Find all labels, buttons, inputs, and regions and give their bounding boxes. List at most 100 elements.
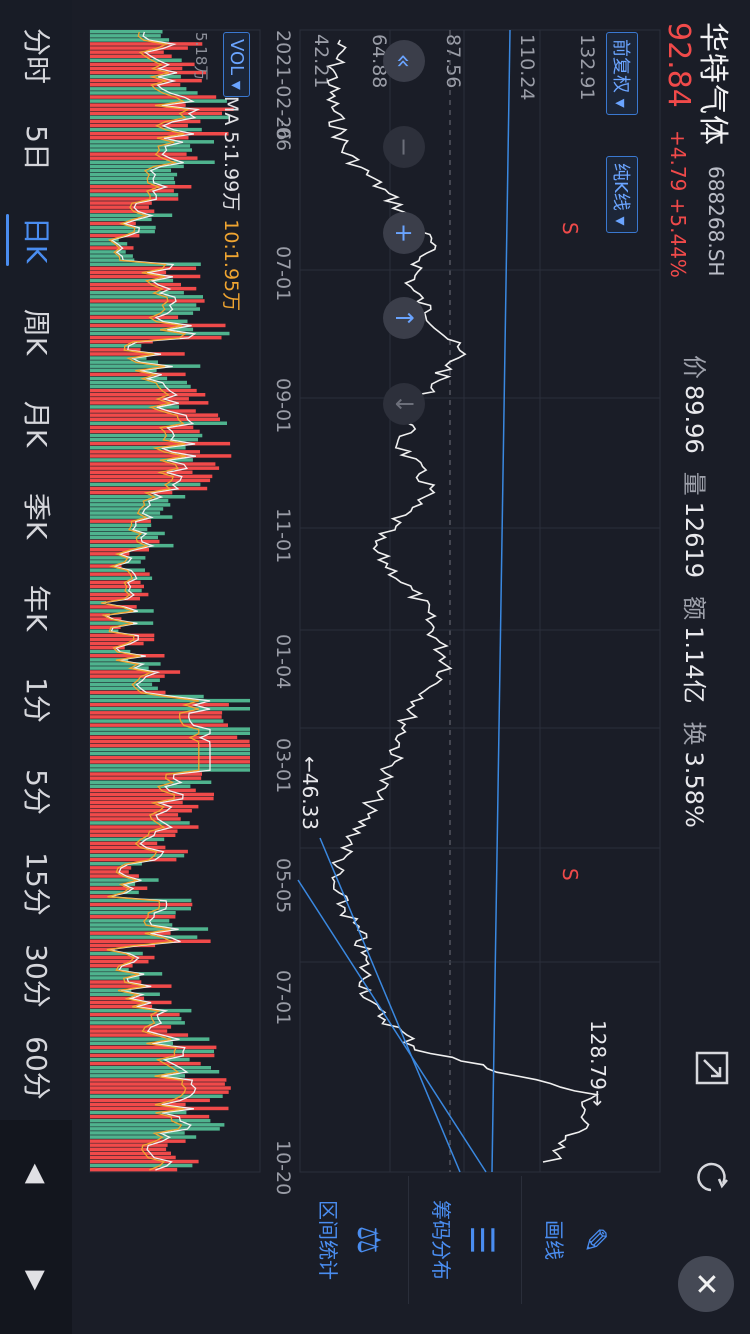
volume-bar <box>90 1151 171 1156</box>
volume-bar <box>90 1094 223 1098</box>
volume-bar <box>90 95 217 99</box>
volume-bar <box>90 845 166 850</box>
volume-bar <box>90 307 200 311</box>
volume-bar <box>90 156 198 160</box>
scroll-right-icon[interactable]: ▶ <box>21 1270 51 1291</box>
volume-bar <box>89 662 161 666</box>
volume-bar <box>89 274 201 279</box>
period-tab[interactable]: 5分 <box>20 769 53 815</box>
volume-bar <box>90 523 152 527</box>
volume-bar <box>90 1053 215 1058</box>
volume-bar <box>90 1135 197 1139</box>
volume-bar <box>89 466 220 470</box>
move-down-button[interactable]: ↓ <box>383 383 425 425</box>
volume-bar <box>90 1061 201 1066</box>
volume-bar <box>89 441 231 446</box>
volume-bar <box>89 1143 168 1147</box>
volume-bar <box>90 1106 229 1111</box>
period-tab[interactable]: 5日 <box>20 125 53 171</box>
volume-bar <box>90 768 250 772</box>
volume-bar <box>89 454 232 458</box>
volume-bar <box>90 751 250 756</box>
volume-bar <box>90 715 222 719</box>
period-tab[interactable]: 季K <box>20 492 53 540</box>
volume-bar <box>90 437 198 442</box>
volume-bar <box>90 160 215 164</box>
volume-bar <box>89 91 198 95</box>
volume-bar <box>90 46 188 50</box>
scroll-left-icon[interactable]: ◀ <box>21 1163 51 1184</box>
collapse-left-button[interactable]: « <box>383 40 425 82</box>
volume-bar <box>89 344 142 348</box>
trend-line <box>297 879 487 1173</box>
move-up-button[interactable]: ↑ <box>383 297 425 339</box>
range-stats-tool[interactable]: ⚖ 区间统计 <box>316 1200 389 1280</box>
volume-bar <box>89 315 179 319</box>
volume-bar <box>90 1070 220 1074</box>
period-tab[interactable]: 60分 <box>20 1036 53 1100</box>
chip-distribution-tool[interactable]: ☰ 筹码分布 <box>408 1176 521 1304</box>
volume-bar <box>90 972 163 976</box>
volume-bar <box>90 804 199 809</box>
volume-bar <box>90 776 202 780</box>
volume-bar <box>90 185 192 189</box>
period-tab[interactable]: 30分 <box>20 944 53 1008</box>
volume-bar <box>90 707 250 711</box>
volume-bar <box>90 295 203 299</box>
zoom-in-button[interactable]: + <box>383 212 425 254</box>
volume-bar <box>90 821 190 825</box>
period-tab[interactable]: 日K <box>0 194 72 286</box>
date-axis-label: 07-01 <box>272 246 294 302</box>
period-tab[interactable]: 年K <box>20 584 53 632</box>
volume-bar <box>90 482 201 487</box>
volume-bar <box>89 413 219 417</box>
volume-bar <box>89 197 179 201</box>
expand-icon[interactable] <box>685 1050 730 1086</box>
volume-bar <box>89 1159 199 1164</box>
trend-line <box>319 837 461 1173</box>
volume-bar <box>89 1057 190 1062</box>
volume-bar <box>90 291 184 295</box>
period-tab[interactable]: 周K <box>20 308 53 356</box>
zoom-out-button[interactable]: − <box>383 126 425 168</box>
volume-bar <box>90 417 220 421</box>
volume-bar <box>89 433 203 438</box>
volume-selector[interactable]: VOL ▾ <box>223 32 250 97</box>
period-tab[interactable]: 1分 <box>20 677 53 723</box>
volume-bar <box>90 735 238 740</box>
volume-bar <box>89 311 194 315</box>
period-tab[interactable]: 分时 <box>20 27 53 84</box>
volume-bar <box>89 42 203 46</box>
volume-bar <box>89 886 148 890</box>
volume-bar <box>89 499 169 503</box>
volume-max-label: 5.18万 <box>192 32 210 81</box>
volume-bar <box>90 254 133 258</box>
volume-bar <box>89 299 205 303</box>
period-tab[interactable]: 15分 <box>20 852 53 916</box>
volume-bar <box>90 792 214 797</box>
volume-bar <box>90 193 179 197</box>
draw-line-tool[interactable]: ✎ 画线 <box>521 1176 634 1304</box>
volume-bar <box>90 495 186 499</box>
volume-bar <box>89 1147 167 1151</box>
volume-bar <box>90 515 173 519</box>
volume-bar <box>89 531 165 536</box>
volume-bar <box>89 209 155 213</box>
volume-bar <box>90 955 155 960</box>
volume-bar <box>90 1119 211 1123</box>
volume-bar <box>90 833 176 837</box>
refresh-icon[interactable] <box>683 1158 730 1196</box>
volume-bar <box>89 527 148 532</box>
volume-bar <box>90 384 191 389</box>
volume-bar <box>90 213 173 217</box>
volume-bar <box>90 1155 176 1160</box>
volume-bar <box>89 180 176 185</box>
volume-bar <box>90 1029 168 1033</box>
volume-bar <box>90 654 165 658</box>
volume-bar <box>90 756 250 760</box>
volume-bar <box>90 686 158 691</box>
volume-bar <box>89 919 170 923</box>
period-tab[interactable]: 月K <box>20 400 53 448</box>
